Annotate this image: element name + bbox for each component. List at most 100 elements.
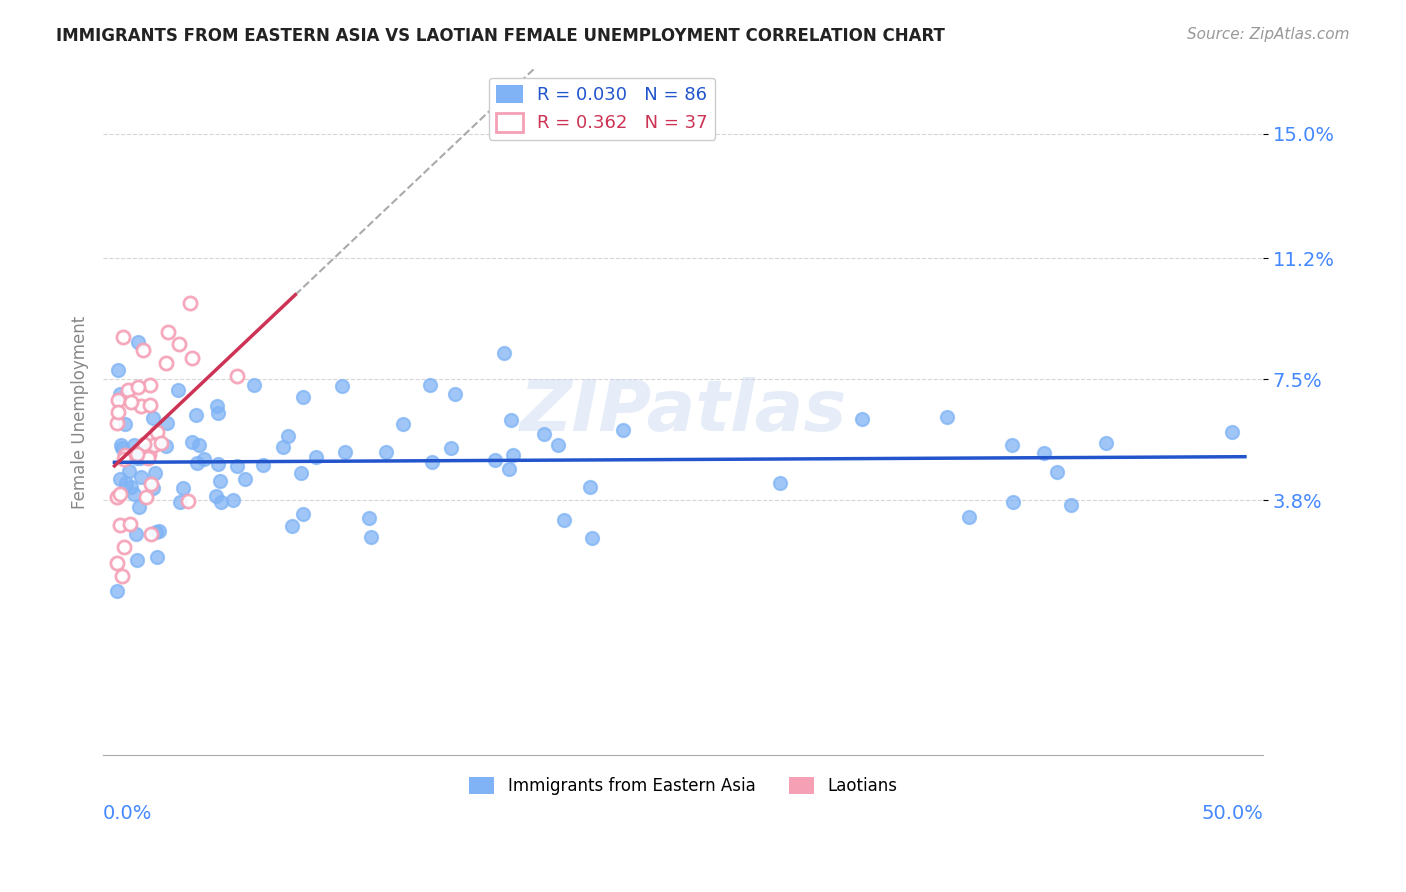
Point: [172, 481, 194, 495]
Point: [492, 345, 515, 359]
Point: [139, 398, 162, 412]
Point: [111, 569, 134, 583]
Point: [105, 556, 128, 570]
Y-axis label: Female Unemployment: Female Unemployment: [72, 316, 89, 508]
Point: [127, 451, 149, 466]
Point: [443, 387, 465, 401]
Point: [115, 476, 138, 491]
Point: [581, 531, 603, 545]
Text: Source: ZipAtlas.com: Source: ZipAtlas.com: [1187, 27, 1350, 42]
Point: [127, 334, 149, 349]
Point: [1046, 465, 1069, 479]
Point: [290, 466, 312, 480]
Point: [420, 455, 443, 469]
Point: [118, 517, 141, 532]
Point: [145, 467, 167, 481]
Point: [193, 452, 215, 467]
Point: [127, 553, 149, 567]
Text: 50.0%: 50.0%: [1201, 805, 1263, 823]
Point: [114, 417, 136, 431]
Point: [335, 445, 357, 459]
Point: [177, 494, 200, 508]
Point: [1094, 436, 1116, 450]
Point: [145, 425, 167, 439]
Point: [143, 438, 166, 452]
Point: [1032, 446, 1054, 460]
Point: [132, 436, 155, 450]
Point: [127, 447, 149, 461]
Point: [120, 395, 142, 409]
Point: [136, 442, 159, 457]
Point: [112, 330, 135, 344]
Point: [357, 511, 380, 525]
Point: [226, 369, 249, 384]
Point: [142, 481, 165, 495]
Point: [167, 336, 190, 351]
Point: [1060, 498, 1083, 512]
Point: [242, 378, 264, 392]
Point: [419, 377, 441, 392]
Point: [131, 400, 153, 414]
Point: [156, 416, 179, 430]
Point: [108, 472, 131, 486]
Point: [1220, 425, 1243, 439]
Point: [114, 448, 136, 462]
Point: [184, 408, 207, 422]
Point: [139, 527, 162, 541]
Point: [271, 440, 294, 454]
Point: [167, 383, 190, 397]
Point: [207, 406, 229, 420]
Point: [374, 445, 396, 459]
Point: [138, 447, 160, 461]
Point: [277, 429, 299, 443]
Point: [122, 487, 145, 501]
Point: [107, 491, 129, 505]
Point: [553, 513, 575, 527]
Point: [128, 450, 150, 465]
Point: [187, 437, 209, 451]
Text: ZIPatlas: ZIPatlas: [519, 377, 846, 447]
Point: [612, 424, 634, 438]
Point: [233, 472, 256, 486]
Point: [439, 441, 461, 455]
Point: [110, 438, 132, 452]
Point: [155, 439, 177, 453]
Point: [132, 343, 155, 358]
Point: [935, 410, 957, 425]
Point: [142, 410, 165, 425]
Point: [205, 490, 228, 504]
Point: [209, 475, 232, 489]
Point: [281, 519, 304, 533]
Point: [292, 507, 315, 521]
Point: [118, 464, 141, 478]
Point: [252, 458, 274, 473]
Point: [107, 363, 129, 377]
Point: [291, 390, 314, 404]
Point: [1002, 494, 1025, 508]
Point: [169, 494, 191, 508]
Point: [502, 448, 524, 462]
Point: [207, 457, 229, 471]
Point: [226, 458, 249, 473]
Text: IMMIGRANTS FROM EASTERN ASIA VS LAOTIAN FEMALE UNEMPLOYMENT CORRELATION CHART: IMMIGRANTS FROM EASTERN ASIA VS LAOTIAN …: [56, 27, 945, 45]
Point: [498, 462, 520, 476]
Point: [1001, 438, 1024, 452]
Point: [108, 387, 131, 401]
Point: [110, 518, 132, 533]
Point: [124, 527, 146, 541]
Point: [330, 378, 353, 392]
Point: [145, 524, 167, 539]
Point: [180, 435, 202, 450]
Point: [112, 452, 135, 467]
Point: [105, 417, 128, 431]
Point: [547, 438, 569, 452]
Point: [533, 427, 555, 442]
Point: [360, 530, 382, 544]
Point: [122, 438, 145, 452]
Point: [181, 351, 204, 366]
Point: [391, 417, 413, 431]
Legend: Immigrants from Eastern Asia, Laotians: Immigrants from Eastern Asia, Laotians: [463, 771, 904, 802]
Point: [769, 475, 792, 490]
Point: [148, 524, 170, 539]
Point: [155, 356, 177, 370]
